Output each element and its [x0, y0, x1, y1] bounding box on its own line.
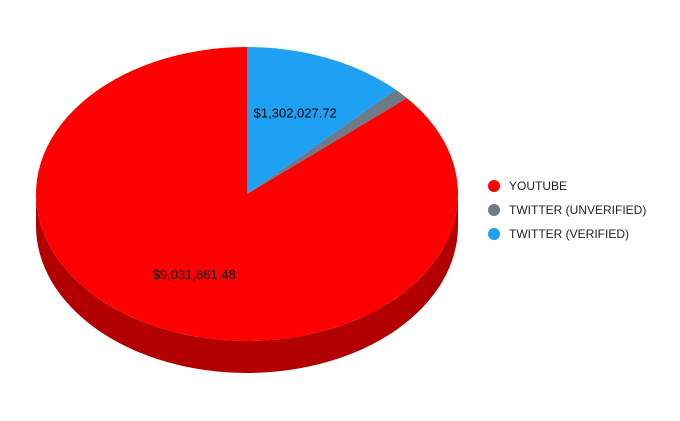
legend-label-twitter-unverified: TWITTER (UNVERIFIED): [509, 203, 647, 217]
legend-item-twitter-verified[interactable]: TWITTER (VERIFIED): [488, 222, 646, 246]
pie-slice-youtube[interactable]: [36, 47, 459, 342]
data-label-twitter-verified: $1,302,027.72: [254, 105, 337, 120]
data-label-youtube: $9,031,861.48: [153, 267, 236, 282]
data-labels: $9,031,861.48 $1,302,027.72: [153, 105, 337, 282]
pie-sides: [36, 194, 458, 373]
legend-swatch-youtube: [488, 180, 500, 192]
pie-slice-twitter-unverified[interactable]: [247, 89, 407, 194]
legend-swatch-twitter-verified: [488, 228, 500, 240]
pie-slices: [36, 47, 459, 342]
legend-item-youtube[interactable]: YOUTUBE: [488, 174, 646, 198]
legend-label-twitter-verified: TWITTER (VERIFIED): [509, 227, 629, 241]
legend-swatch-twitter-unverified: [488, 204, 500, 216]
legend-label-youtube: YOUTUBE: [509, 179, 568, 193]
pie-side-youtube: [36, 194, 458, 373]
pie-slice-twitter-verified[interactable]: [247, 47, 396, 194]
legend-item-twitter-unverified[interactable]: TWITTER (UNVERIFIED): [488, 198, 646, 222]
legend: YOUTUBE TWITTER (UNVERIFIED) TWITTER (VE…: [488, 174, 646, 246]
